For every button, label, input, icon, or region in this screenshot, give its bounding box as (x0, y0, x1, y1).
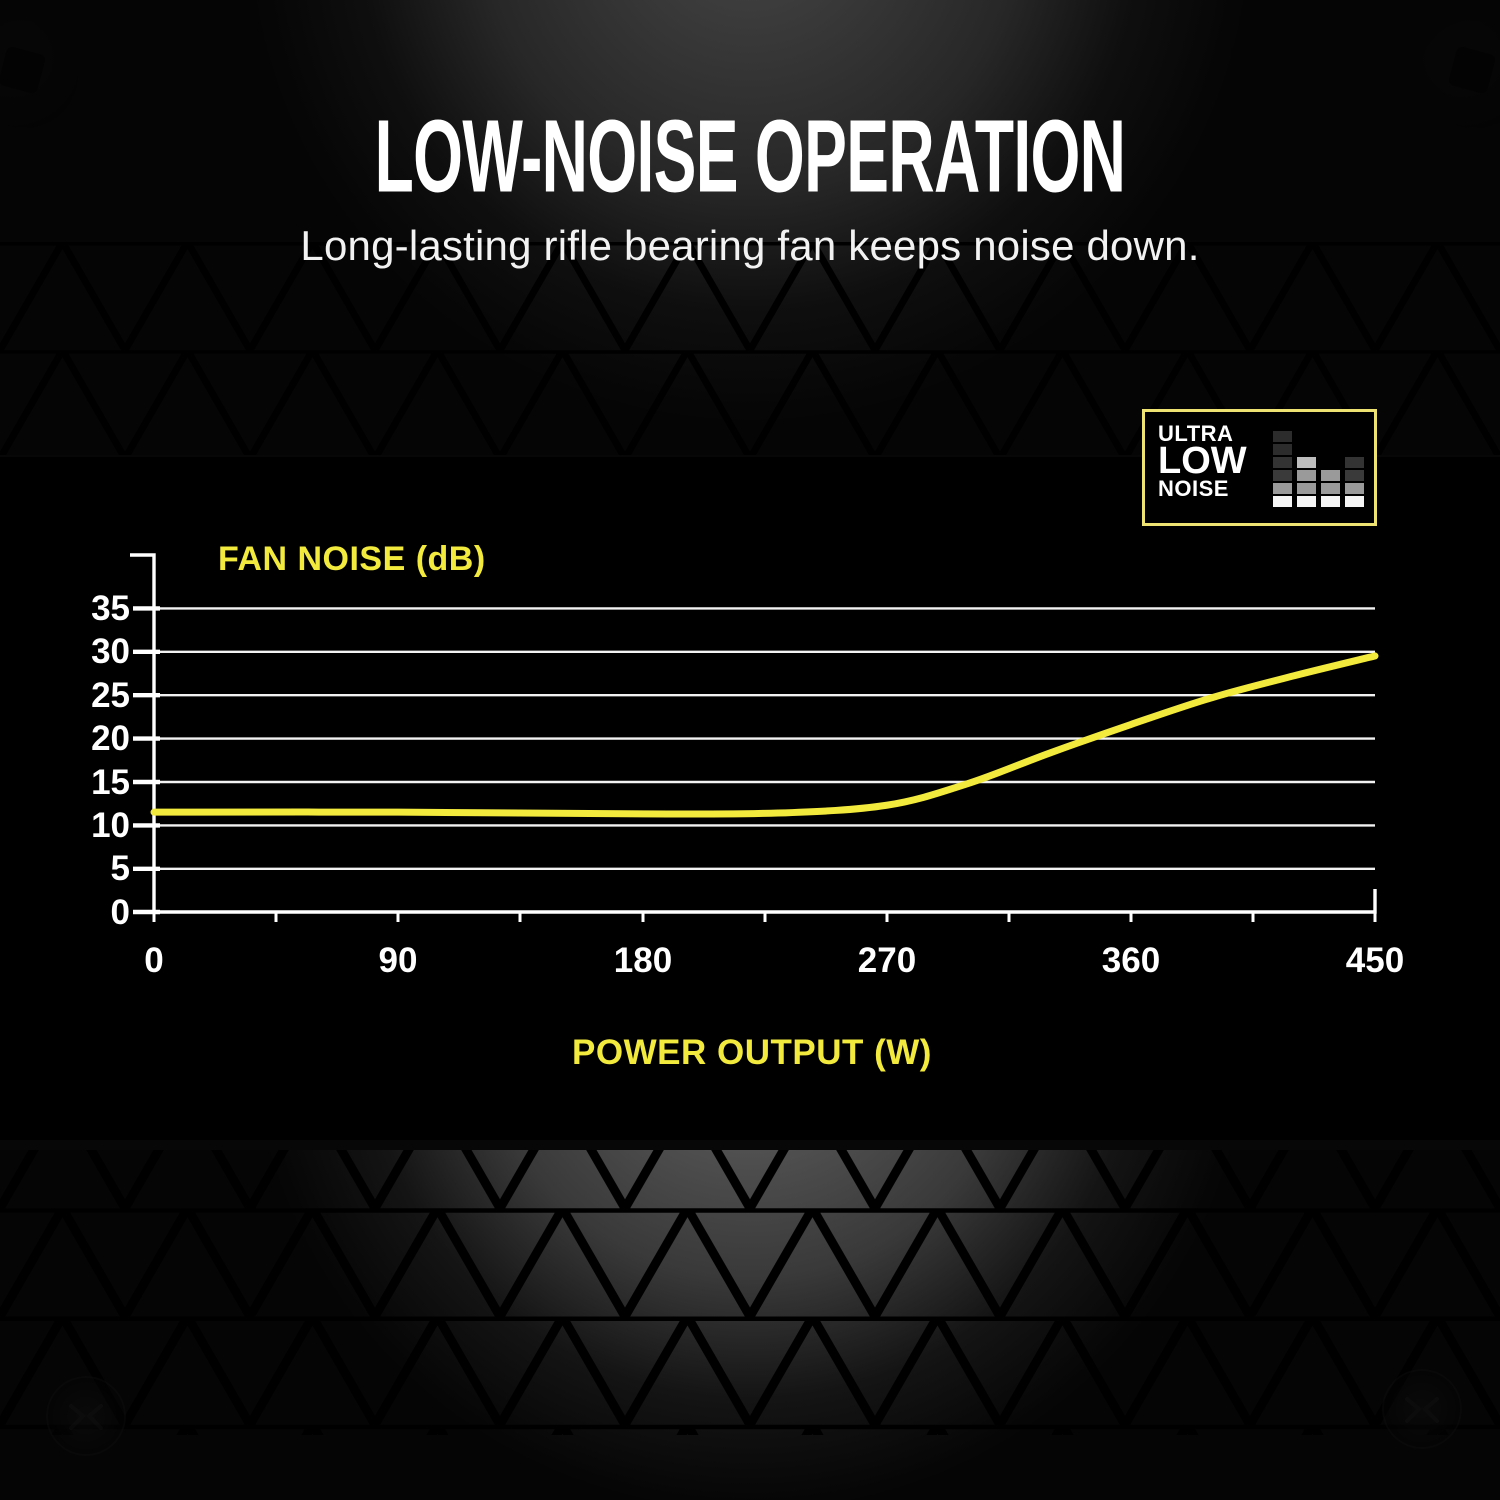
svg-text:30: 30 (91, 632, 130, 671)
svg-text:5: 5 (111, 849, 130, 888)
svg-text:35: 35 (91, 589, 130, 628)
svg-text:10: 10 (91, 806, 130, 845)
svg-text:15: 15 (91, 763, 130, 802)
svg-text:0: 0 (111, 893, 130, 932)
svg-text:POWER OUTPUT (W): POWER OUTPUT (W) (572, 1033, 932, 1072)
svg-text:20: 20 (91, 719, 130, 758)
svg-text:270: 270 (858, 941, 916, 980)
svg-text:FAN NOISE (dB): FAN NOISE (dB) (218, 540, 486, 578)
svg-text:90: 90 (379, 941, 418, 980)
svg-text:0: 0 (144, 941, 163, 980)
svg-text:180: 180 (614, 941, 672, 980)
svg-text:450: 450 (1346, 941, 1404, 980)
svg-text:25: 25 (91, 676, 130, 715)
svg-text:360: 360 (1102, 941, 1160, 980)
